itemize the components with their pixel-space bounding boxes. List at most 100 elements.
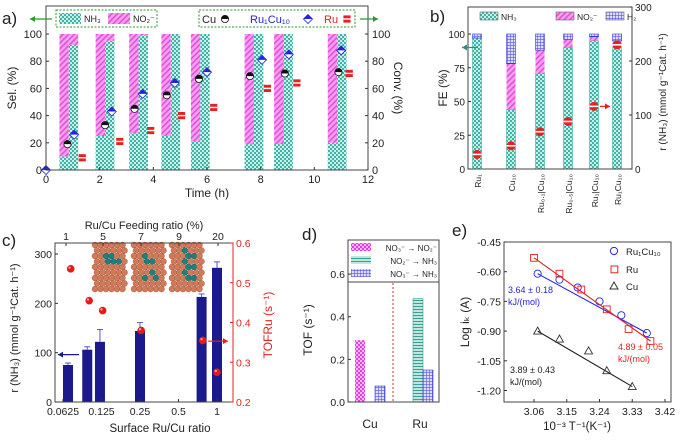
ru-atom <box>152 274 160 282</box>
cu-atom <box>102 263 110 271</box>
bar-fe-h2 <box>589 33 599 37</box>
ru-atom <box>102 252 110 260</box>
y-axis-title: Log iₖ (A) <box>458 297 472 347</box>
legend-swatch-h2 <box>605 11 625 21</box>
cu-atom <box>149 280 156 287</box>
cu-atom <box>170 247 178 254</box>
cu-atom <box>136 263 143 271</box>
ytick-label-right: 0.6 <box>236 238 251 250</box>
cu-atom <box>158 274 165 282</box>
point-ru <box>293 79 301 87</box>
category-label: Ru₁ <box>473 174 483 188</box>
cu-atom <box>174 263 181 271</box>
bar-ru1cu10-no2 <box>138 34 148 36</box>
bar-cu-no2 <box>327 34 338 143</box>
cu-atom <box>104 280 112 287</box>
cu-atom <box>160 247 167 254</box>
activation-energy-unit-ru: kJ/(mol) <box>618 354 650 364</box>
ytick-label-left: 200 <box>34 298 52 310</box>
bar-rate-nh3 <box>94 341 105 402</box>
ru-atom <box>115 258 123 265</box>
legend-box-points <box>198 9 356 28</box>
point-cu <box>63 140 72 149</box>
bar-fe-nh3 <box>612 47 622 170</box>
point-ru1cu10-fill <box>138 89 148 94</box>
ytick-label: 0.2 <box>330 354 345 366</box>
legend-marker-ru1cu10 <box>609 246 619 256</box>
cu-atom <box>160 269 167 276</box>
bar-fe-h2 <box>563 33 573 40</box>
cu-atom <box>147 285 154 293</box>
cu-atom <box>138 280 145 287</box>
point-tof-ru <box>66 265 75 273</box>
xtick-label: 3.42 <box>655 406 676 418</box>
point-ru1cu10 <box>642 329 651 338</box>
ru-atom <box>141 274 149 282</box>
cu-atom <box>91 263 99 271</box>
ytick-label: 0.0 <box>330 397 345 409</box>
cu-atom <box>176 280 183 287</box>
bar-rate-nh3 <box>135 330 145 402</box>
point-rate-nh3-stripe <box>506 144 516 147</box>
cu-atom <box>91 252 99 260</box>
atomic-model-inset <box>91 241 128 293</box>
legend-label-ru: Ru <box>626 265 638 276</box>
cu-atom <box>160 280 167 287</box>
cu-atom <box>179 252 187 260</box>
cu-atom <box>136 274 143 282</box>
bar-cu-no2 <box>161 34 171 136</box>
xtick-label: 3.33 <box>622 406 643 418</box>
ytick-label-left: 100 <box>448 30 465 41</box>
activation-energy-unit-cu: kJ/(mol) <box>510 377 542 387</box>
point-tof-ru-highlight <box>68 266 71 269</box>
xtick-label: 2 <box>97 174 103 186</box>
point-tof-ru-highlight <box>86 298 90 301</box>
point-ru-stripe <box>293 82 301 84</box>
legend-marker-cu-fill <box>221 15 229 19</box>
point-ru <box>624 325 633 333</box>
point-cu <box>130 104 139 113</box>
xtick-label: 10 <box>308 174 320 186</box>
arrow-left-axis-head <box>30 16 35 22</box>
atomic-model-inset <box>130 241 167 293</box>
cu-atom <box>136 252 143 260</box>
bar-ru1cu10-nh3 <box>105 40 115 170</box>
cu-atom <box>97 252 104 260</box>
bar-fe-nh3 <box>563 47 573 170</box>
y-axis-title-left: FE (%) <box>436 69 450 106</box>
point-ru1cu10-fill <box>202 67 212 73</box>
cu-atom <box>147 274 154 282</box>
cu-atom <box>170 280 178 287</box>
bar-fe-h2 <box>535 33 545 51</box>
x-axis-title: Time (h) <box>185 186 229 200</box>
cu-atom <box>93 247 101 254</box>
point-cu-fill <box>246 72 254 77</box>
bar-rate-nh3 <box>63 365 74 402</box>
ytick-label-right: 100 <box>372 29 390 41</box>
x-axis-title: Surface Ru/Cu ratio <box>110 423 211 435</box>
bar-cu-nh3 <box>95 136 106 170</box>
point-tof-ru-shape <box>213 368 221 376</box>
bar-cu-no2 <box>95 34 106 136</box>
point-cu <box>194 74 203 83</box>
ytick-label-right: 0.2 <box>236 397 251 409</box>
point-rate-nh3-stripe <box>589 105 599 108</box>
xtick-top-label: 20 <box>212 231 224 243</box>
xtick-top-label: 1 <box>63 231 69 243</box>
category-label: Ru₁|Cu₁₀ <box>590 174 600 208</box>
cu-atom <box>93 269 101 276</box>
xtick-top-label: 7 <box>138 231 144 243</box>
cu-atom <box>93 280 101 287</box>
ru-atom <box>104 258 112 265</box>
cu-atom <box>141 285 149 293</box>
ytick-label-right: 0.5 <box>236 278 251 290</box>
cu-atom <box>108 285 115 293</box>
xtick-label: 3.24 <box>589 406 610 418</box>
cu-atom <box>198 258 205 265</box>
point-cu <box>532 326 543 335</box>
cu-atom <box>154 258 162 265</box>
cu-atom <box>99 280 106 287</box>
cu-atom <box>113 285 121 293</box>
point-cu <box>101 121 110 130</box>
